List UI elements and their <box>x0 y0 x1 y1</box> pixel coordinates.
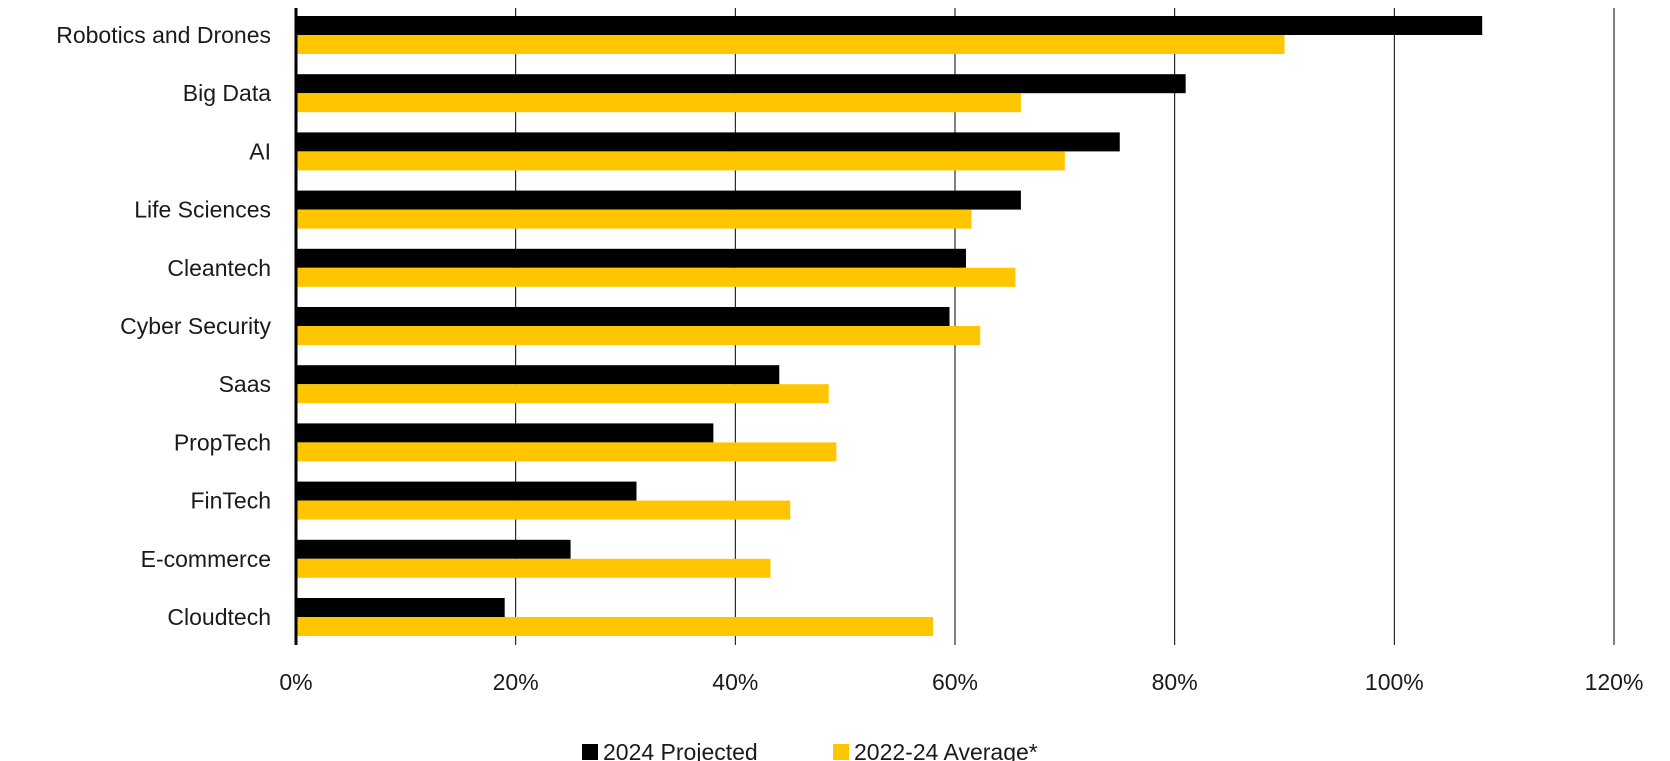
bar-projected-6 <box>296 365 780 385</box>
bar-projected-3 <box>296 190 1021 210</box>
bar-projected-7 <box>296 423 714 443</box>
category-label: Robotics and Drones <box>56 22 271 48</box>
x-tick-label: 60% <box>932 669 978 695</box>
category-label: PropTech <box>174 429 271 455</box>
x-tick-label: 40% <box>712 669 758 695</box>
bar-projected-0 <box>296 16 1483 35</box>
category-labels: Robotics and Drones Big Data AI Life Scienc… <box>56 22 271 630</box>
x-tick-label: 80% <box>1152 669 1198 695</box>
category-label: Cloudtech <box>167 604 271 630</box>
category-label: E-commerce <box>141 546 271 572</box>
category-label: AI <box>249 138 271 164</box>
bar-projected-8 <box>296 481 637 501</box>
bar-average-7 <box>296 442 837 462</box>
bar-projected-4 <box>296 248 966 268</box>
bar-average-1 <box>296 93 1021 113</box>
bar-average-2 <box>296 151 1065 171</box>
bar-average-9 <box>296 558 771 578</box>
x-tick-label: 0% <box>279 669 312 695</box>
legend-label-0: 2024 Projected <box>603 739 758 761</box>
x-tick-label: 120% <box>1585 669 1644 695</box>
bar-projected-10 <box>296 598 505 617</box>
bar-average-6 <box>296 384 829 404</box>
x-tick-label: 20% <box>493 669 539 695</box>
category-label: Life Sciences <box>134 197 271 223</box>
bar-average-5 <box>296 326 981 345</box>
bar-average-0 <box>296 35 1285 54</box>
legend-swatch-0 <box>582 744 598 760</box>
bar-projected-9 <box>296 539 571 559</box>
bar-average-10 <box>296 617 934 636</box>
bar-average-4 <box>296 267 1016 287</box>
category-label: FinTech <box>190 488 271 514</box>
bars <box>296 16 1483 636</box>
category-label: Cyber Security <box>120 313 271 339</box>
bar-projected-5 <box>296 307 950 326</box>
legend-swatch-1 <box>833 744 849 760</box>
category-label: Saas <box>219 371 271 397</box>
legend: 2024 Projected 2022-24 Average* <box>582 739 1038 761</box>
bar-projected-2 <box>296 132 1120 152</box>
category-label: Cleantech <box>167 255 271 281</box>
x-tick-labels: 0% 20% 40% 60% 80% 100% 120% <box>279 669 1643 695</box>
category-label: Big Data <box>183 80 271 106</box>
bar-average-3 <box>296 209 972 229</box>
x-tick-label: 100% <box>1365 669 1424 695</box>
legend-label-1: 2022-24 Average* <box>854 739 1038 761</box>
bar-projected-1 <box>296 74 1186 94</box>
bar-average-8 <box>296 500 791 520</box>
